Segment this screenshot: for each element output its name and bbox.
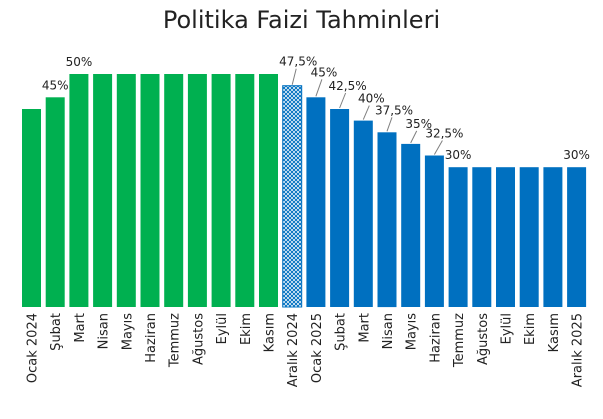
- bar-3: [69, 74, 89, 307]
- data-label-2: 45%: [42, 78, 69, 92]
- bar-22: [519, 167, 539, 307]
- bar-6: [140, 74, 160, 307]
- data-label-13: 45%: [311, 65, 338, 79]
- tick-label-7: Temmuz: [168, 313, 183, 368]
- bar-18: [424, 155, 444, 307]
- bar-13: [306, 97, 326, 307]
- tick-label-10: Ekim: [239, 313, 254, 345]
- tick-label-22: Ekim: [523, 313, 538, 345]
- tick-label-13: Ocak 2025: [310, 313, 325, 383]
- tick-label-11: Kasım: [263, 313, 278, 352]
- leader-line-15: [362, 105, 370, 120]
- tick-label-15: Mart: [357, 313, 372, 343]
- tick-label-24: Aralık 2025: [571, 313, 586, 387]
- bar-10: [235, 74, 255, 307]
- bar-23: [543, 167, 563, 307]
- bar-4: [93, 74, 113, 307]
- data-label-18: 32,5%: [425, 127, 463, 141]
- bar-8: [187, 74, 207, 307]
- leader-line-14: [339, 92, 347, 109]
- leader-line-12: [291, 68, 297, 85]
- tick-label-21: Eylül: [500, 313, 515, 344]
- data-label-3: 50%: [66, 55, 93, 69]
- data-label-17: 35%: [405, 117, 432, 131]
- data-label-14: 42,5%: [329, 79, 367, 93]
- bar-17: [401, 143, 421, 307]
- tick-label-1: Ocak 2024: [26, 313, 41, 383]
- tick-label-4: Nisan: [97, 313, 112, 349]
- data-label-19: 30%: [445, 148, 472, 162]
- bar-9: [211, 74, 231, 307]
- leader-line-13: [315, 79, 323, 97]
- bar-19: [448, 167, 468, 307]
- tick-label-12: Aralık 2024: [286, 313, 301, 387]
- data-label-12: 47,5%: [279, 55, 317, 69]
- tick-label-23: Kasım: [547, 313, 562, 352]
- bar-11: [259, 74, 278, 307]
- tick-label-17: Mayıs: [405, 313, 420, 350]
- bar-20: [472, 167, 492, 307]
- data-label-15: 40%: [358, 92, 385, 106]
- tick-label-14: Şubat: [334, 313, 349, 351]
- bar-2: [45, 97, 65, 307]
- data-label-16: 37,5%: [375, 103, 413, 117]
- bar-5: [116, 74, 136, 307]
- bar-15: [353, 120, 373, 307]
- leader-line-16: [386, 117, 393, 132]
- bar-12: [282, 85, 303, 308]
- tick-label-2: Şubat: [49, 313, 64, 351]
- bar-7: [164, 74, 184, 307]
- tick-label-3: Mart: [73, 313, 88, 343]
- tick-label-8: Ağustos: [191, 313, 206, 365]
- chart-title: Politika Faizi Tahminleri: [162, 6, 441, 34]
- tick-label-5: Mayıs: [120, 313, 135, 350]
- tick-label-9: Eylül: [215, 313, 230, 344]
- leader-line-17: [410, 130, 418, 144]
- leader-line-18: [433, 140, 443, 155]
- tick-label-16: Nisan: [381, 313, 396, 349]
- tick-label-18: Haziran: [428, 313, 443, 363]
- bar-16: [377, 132, 397, 308]
- bar-21: [496, 167, 515, 307]
- tick-label-6: Haziran: [144, 313, 159, 363]
- data-label-24: 30%: [563, 148, 590, 162]
- tick-label-20: Ağustos: [476, 313, 491, 365]
- bar-24: [567, 167, 587, 307]
- bar-14: [330, 109, 350, 307]
- bar-1: [22, 109, 41, 307]
- tick-label-19: Temmuz: [452, 313, 467, 368]
